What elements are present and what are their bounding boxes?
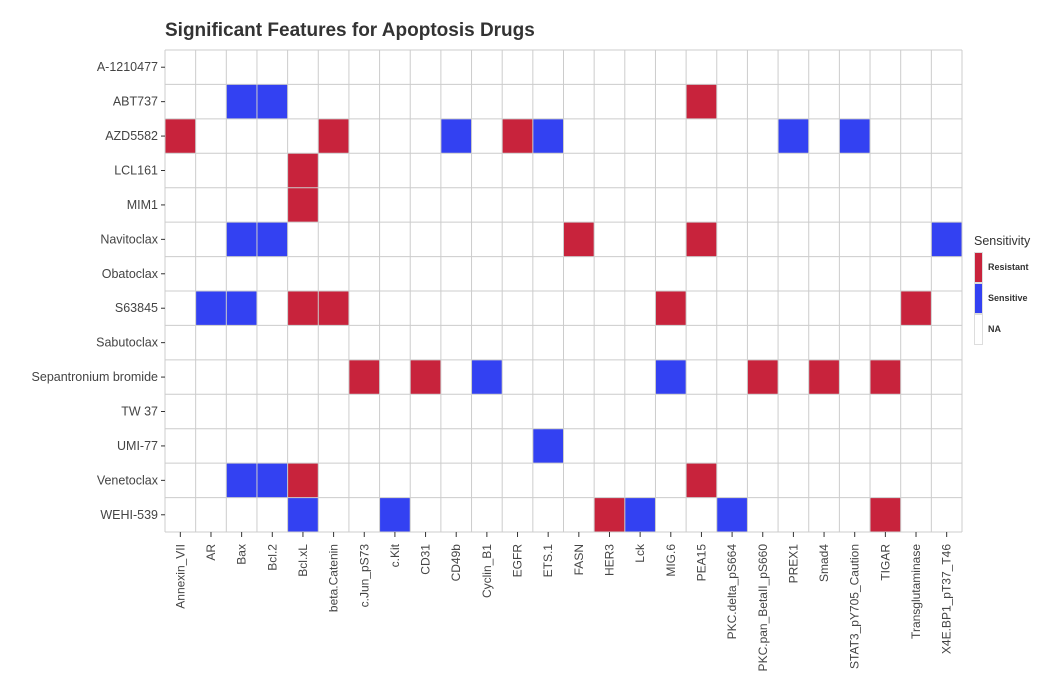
heatmap-cell: [256, 463, 288, 498]
x-tick-label: PEA15: [694, 544, 708, 582]
y-tick-label: Sepantronium bromide: [32, 370, 159, 384]
heatmap-cell: [226, 463, 257, 498]
heatmap-cell: [440, 118, 472, 154]
y-tick-label: UMI-77: [117, 439, 158, 453]
chart-title: Significant Features for Apoptosis Drugs: [165, 20, 535, 41]
y-tick-label: Venetoclax: [97, 473, 159, 487]
heatmap-cell: [165, 118, 196, 154]
heatmap-cell: [379, 497, 411, 532]
y-tick-label: ABT737: [113, 95, 158, 109]
x-tick-label: MIG.6: [664, 544, 678, 577]
x-tick-label: STAT3_pY705_Caution: [848, 544, 862, 669]
heatmap-cell: [747, 359, 779, 395]
x-tick-label: AR: [204, 544, 218, 561]
legend-label-resistant: Resistant: [988, 262, 1029, 272]
x-tick-label: X4E.BP1_pT37_T46: [940, 544, 954, 654]
x-tick-label: Bax: [235, 544, 249, 565]
y-tick-label: Sabutoclax: [96, 336, 159, 350]
y-tick-label: S63845: [115, 301, 158, 315]
legend-item-na: NA: [974, 314, 1050, 345]
heatmap-cell: [931, 222, 962, 257]
heatmap-cell: [195, 291, 227, 326]
heatmap-cell: [655, 291, 687, 326]
legend: Sensitivity Resistant Sensitive NA: [974, 234, 1050, 345]
heatmap-cell: [532, 428, 564, 464]
heatmap-cell: [256, 222, 288, 257]
heatmap-cell: [716, 497, 748, 532]
x-tick-label: PREX1: [786, 544, 800, 584]
x-tick-label: c.Kit: [388, 543, 402, 567]
heatmap-cell: [778, 118, 809, 154]
y-tick-label: Navitoclax: [100, 232, 158, 246]
x-tick-label: Lck: [633, 543, 647, 563]
legend-key-sensitive: [974, 283, 983, 314]
heatmap-cell: [686, 84, 717, 119]
legend-label-sensitive: Sensitive: [988, 293, 1028, 303]
legend-item-resistant: Resistant: [974, 252, 1050, 283]
heatmap-cell: [686, 222, 717, 257]
x-tick-label: PKC.pan_BetaII_pS660: [756, 544, 770, 672]
x-tick-label: Bcl.2: [265, 544, 279, 571]
x-tick-label: ETS.1: [541, 544, 555, 578]
heatmap-cell: [318, 118, 349, 154]
x-tick-label: FASN: [572, 544, 586, 575]
heatmap-cell: [287, 463, 319, 498]
heatmap-cell: [808, 359, 840, 395]
x-tick-label: c.Jun_pS73: [357, 544, 371, 608]
heatmap-cell: [287, 497, 319, 532]
y-tick-label: LCL161: [114, 164, 158, 178]
heatmap-cell: [870, 497, 901, 532]
heatmap-cell: [502, 118, 533, 154]
heatmap-cell: [226, 291, 257, 326]
heatmap-cell: [318, 291, 349, 326]
heatmap-cell: [563, 222, 595, 257]
x-tick-label: HER3: [602, 544, 616, 576]
legend-title: Sensitivity: [974, 234, 1031, 248]
x-tick-label: Smad4: [817, 544, 831, 582]
x-tick-label: Bcl.xL: [296, 544, 310, 577]
x-tick-label: Annexin_VII: [173, 544, 187, 609]
x-tick-label: Cyclin_B1: [480, 544, 494, 598]
y-tick-label: AZD5582: [105, 129, 158, 143]
x-tick-label: CD49b: [449, 544, 463, 582]
x-tick-label: PKC.delta_pS664: [725, 544, 739, 640]
heatmap-cell: [348, 359, 380, 395]
heatmap-cell: [594, 497, 625, 532]
y-tick-label: WEHI-539: [100, 508, 158, 522]
heatmap-cell: [226, 222, 257, 257]
x-tick-label: beta.Catenin: [327, 544, 341, 612]
legend-label-na: NA: [988, 324, 1001, 334]
heatmap-cell: [686, 463, 717, 498]
heatmap-cell: [655, 359, 687, 395]
y-tick-label: MIM1: [127, 198, 158, 212]
x-tick-label: Transglutaminase: [909, 544, 923, 639]
heatmap-cell: [870, 359, 901, 395]
y-tick-label: TW 37: [121, 405, 158, 419]
heatmap-cell: [287, 187, 319, 223]
legend-item-sensitive: Sensitive: [974, 283, 1050, 314]
heatmap-cell: [287, 291, 319, 326]
heatmap-cell: [839, 118, 871, 154]
heatmap-cell: [256, 84, 288, 119]
x-tick-label: TIGAR: [878, 544, 892, 581]
y-tick-label: A-1210477: [97, 60, 158, 74]
heatmap-cell: [287, 153, 319, 188]
heatmap-cell: [471, 359, 503, 395]
heatmap-cell: [532, 118, 564, 154]
x-tick-label: CD31: [419, 544, 433, 575]
legend-key-na: [974, 314, 983, 345]
heatmap-cell: [624, 497, 656, 532]
x-tick-label: EGFR: [511, 544, 525, 578]
heatmap-cell: [226, 84, 257, 119]
heatmap-cell: [410, 359, 441, 395]
heatmap-cell: [900, 291, 932, 326]
legend-key-resistant: [974, 252, 983, 283]
y-tick-label: Obatoclax: [102, 267, 159, 281]
